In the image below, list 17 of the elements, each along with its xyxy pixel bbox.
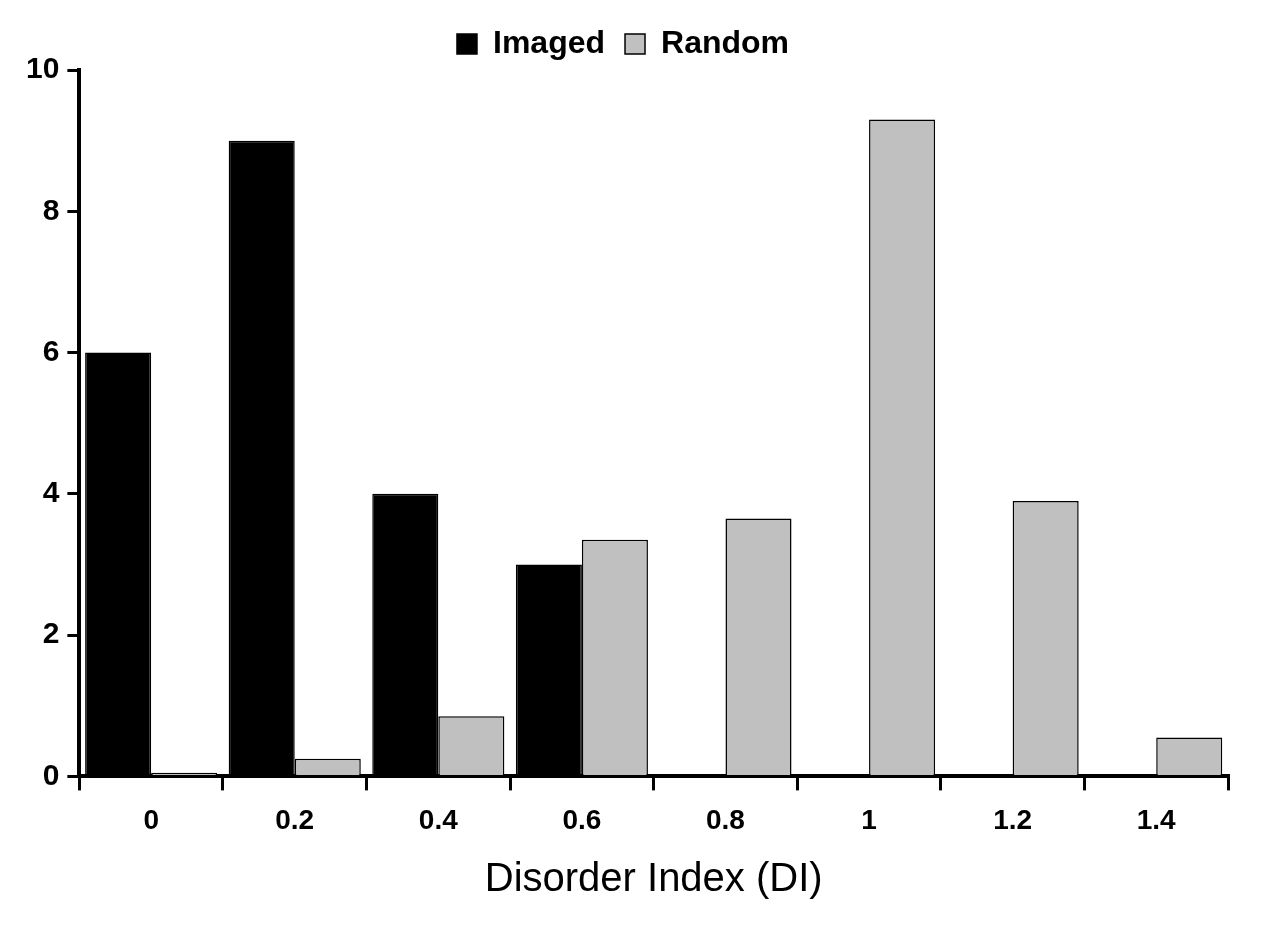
x-axis-title: Disorder Index (DI) bbox=[484, 855, 823, 900]
x-tick-label: 0.6 bbox=[562, 803, 602, 835]
y-tick-label: 0 bbox=[42, 757, 60, 791]
x-tick-label: 1.2 bbox=[993, 803, 1033, 835]
y-tick-label: 8 bbox=[42, 192, 60, 226]
x-tick-label: 0.2 bbox=[275, 803, 315, 835]
y-tick-label: 2 bbox=[42, 616, 60, 650]
legend-label: Random bbox=[661, 23, 790, 60]
x-tick-label: 0.4 bbox=[418, 803, 459, 835]
legend-label: Imaged bbox=[492, 23, 606, 60]
x-tick-label: 0.8 bbox=[706, 803, 745, 835]
x-tick-label: 0 bbox=[143, 803, 159, 835]
y-tick-label: 6 bbox=[42, 333, 60, 367]
x-tick-label: 1 bbox=[861, 803, 877, 835]
x-tick-label: 1.4 bbox=[1136, 803, 1177, 835]
y-tick-label: 10 bbox=[25, 51, 60, 85]
y-tick-label: 4 bbox=[42, 475, 60, 509]
